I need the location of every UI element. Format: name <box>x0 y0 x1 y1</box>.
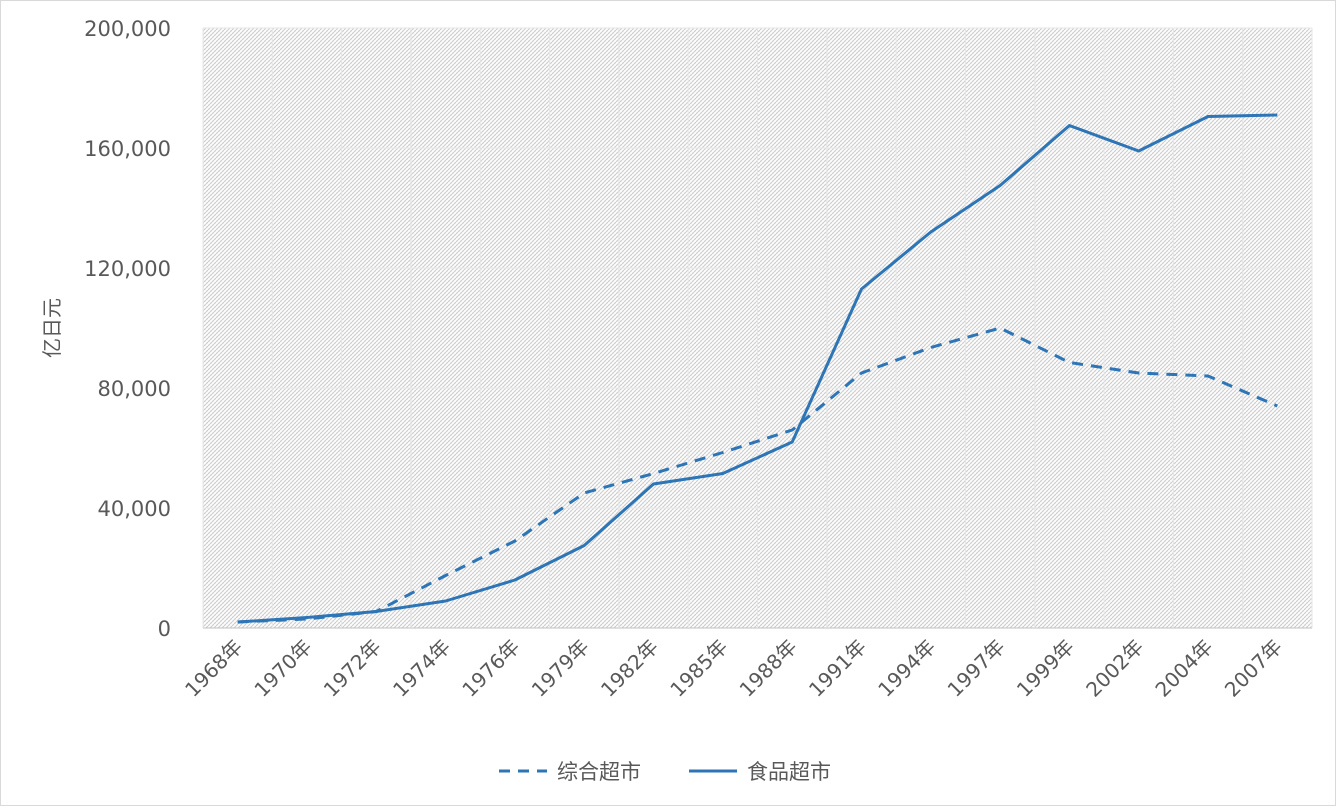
x-tick-label: 1970年 <box>249 635 316 702</box>
y-tick-label: 200,000 <box>84 17 171 41</box>
x-tick-label: 1974年 <box>388 635 455 702</box>
x-tick-label: 2007年 <box>1220 635 1287 702</box>
y-tick-label: 40,000 <box>98 497 171 521</box>
legend: 综合超市 食品超市 <box>499 760 831 784</box>
series-line <box>237 326 1278 624</box>
y-tick-label: 160,000 <box>84 137 171 161</box>
x-tick-label: 1982年 <box>596 635 663 702</box>
y-tick-label: 0 <box>158 617 171 641</box>
y-tick-label: 80,000 <box>98 377 171 401</box>
x-tick-label: 1991年 <box>804 635 871 702</box>
x-tick-label: 1976年 <box>457 635 524 702</box>
x-tick-label: 1968年 <box>180 635 247 702</box>
x-tick-label: 1994年 <box>873 635 940 702</box>
x-tick-label: 2004年 <box>1150 635 1217 702</box>
x-tick-label: 1985年 <box>665 635 732 702</box>
x-tick-label: 1997年 <box>943 635 1010 702</box>
legend-label: 综合超市 <box>557 760 641 784</box>
x-tick-label: 1988年 <box>735 635 802 702</box>
x-tick-label: 2002年 <box>1081 635 1148 702</box>
y-axis-label: 亿日元 <box>40 298 64 358</box>
legend-label: 食品超市 <box>747 760 831 784</box>
x-tick-label: 1999年 <box>1012 635 1079 702</box>
y-tick-label: 120,000 <box>84 257 171 281</box>
x-tick-label: 1979年 <box>527 635 594 702</box>
x-tick-label: 1972年 <box>319 635 386 702</box>
series-line <box>237 113 1278 624</box>
